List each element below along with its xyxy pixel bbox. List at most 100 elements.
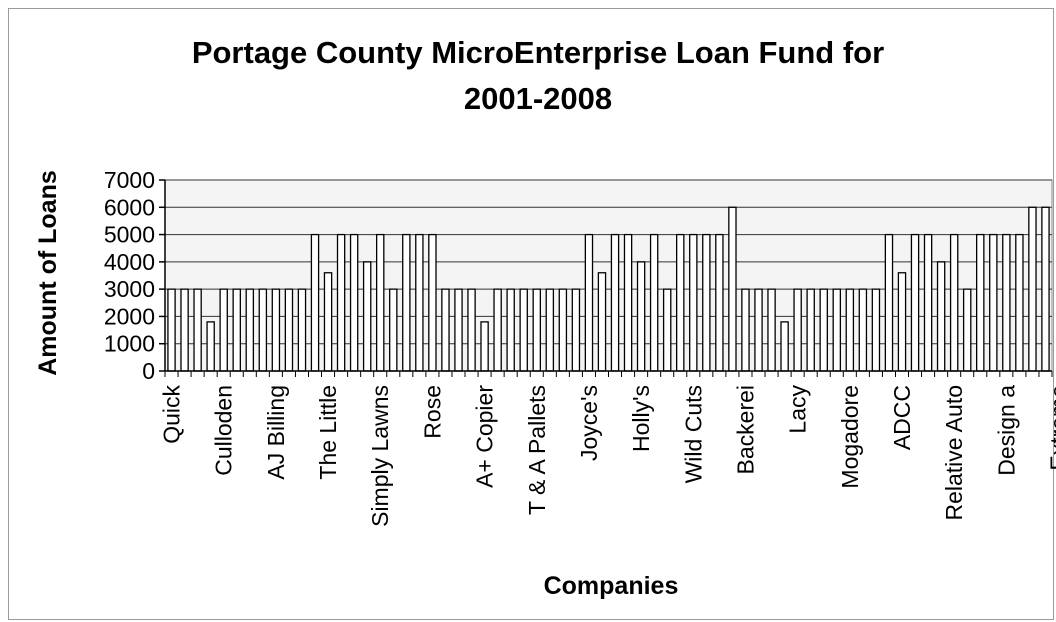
bar	[258, 288, 268, 372]
y-tick-label: 6000	[104, 194, 155, 220]
bar	[167, 288, 176, 372]
x-axis-title: Companies	[544, 572, 679, 600]
bar	[845, 288, 855, 372]
chart-title: Portage County MicroEnterprise Loan Fund…	[0, 30, 1056, 122]
x-tick-label: T & A Pallets	[524, 385, 550, 515]
x-tick-label: Mogadore	[837, 385, 863, 489]
bar	[467, 288, 476, 372]
bar	[728, 206, 737, 372]
y-tick-label: 4000	[104, 249, 155, 275]
y-tick-label: 5000	[104, 222, 155, 248]
bar	[245, 288, 255, 372]
bar	[780, 321, 789, 372]
bar	[415, 233, 424, 372]
bar	[623, 233, 633, 372]
bar	[897, 272, 907, 372]
bar	[310, 233, 320, 372]
x-tick-label: Wild Cuts	[680, 385, 706, 483]
bar	[767, 288, 776, 372]
bar	[832, 288, 842, 372]
bar	[910, 233, 920, 372]
x-tick-label: Simply Lawns	[367, 385, 393, 527]
bar	[806, 288, 815, 372]
bar	[1015, 233, 1024, 372]
bar	[871, 288, 881, 372]
bar	[375, 233, 385, 372]
bar	[558, 288, 568, 372]
bar	[597, 272, 607, 372]
x-tick-label: Backerei	[732, 385, 758, 474]
x-tick-label: ADCC	[889, 385, 915, 450]
bar	[649, 233, 659, 372]
bar	[884, 233, 894, 372]
bar	[949, 233, 959, 372]
x-tick-labels: Quick Culloden AJ Billing The Little Simply …	[159, 385, 1056, 527]
x-tick-label: Culloden	[211, 385, 237, 476]
chart-title-line-1: Portage County MicroEnterprise Loan Fund…	[191, 35, 885, 70]
bar	[454, 288, 463, 372]
bar	[858, 288, 868, 372]
bar	[506, 288, 515, 372]
bar	[1002, 233, 1011, 372]
x-tick-label: Quick	[159, 385, 185, 444]
bar	[754, 288, 763, 372]
bar	[584, 233, 594, 372]
bar	[441, 288, 450, 372]
y-tick-label: 7000	[104, 167, 155, 193]
y-tick-label: 2000	[104, 303, 155, 329]
bar	[636, 261, 646, 372]
x-tick-label: A+ Copier	[472, 385, 498, 488]
bar	[297, 288, 307, 372]
bar	[362, 261, 372, 372]
y-tick-label: 1000	[104, 331, 155, 357]
y-tick-label: 3000	[104, 276, 155, 302]
bar	[819, 288, 828, 372]
bar	[271, 288, 281, 372]
x-tick-label: The Little	[315, 385, 341, 480]
bar	[493, 288, 502, 372]
x-tick-label: Lacy	[785, 385, 811, 434]
bar	[232, 288, 241, 372]
bar	[180, 288, 189, 372]
bar	[532, 288, 541, 372]
axes	[159, 179, 1053, 377]
y-tick-label: 0	[142, 358, 155, 384]
bar	[284, 288, 294, 372]
bar	[480, 321, 489, 372]
bar	[571, 288, 581, 372]
bar	[519, 288, 528, 372]
bar	[702, 233, 711, 372]
bar	[989, 233, 998, 372]
chart-title-line-2: 2001-2008	[463, 81, 613, 116]
bar	[962, 288, 972, 372]
bar	[389, 288, 398, 372]
bar	[676, 233, 685, 372]
x-tick-label: Rose	[419, 385, 445, 439]
bar	[976, 233, 985, 372]
y-axis-title: Amount of Loans	[34, 170, 62, 376]
bar	[402, 233, 411, 372]
bar	[793, 288, 802, 372]
bar	[662, 288, 672, 372]
bar	[323, 272, 333, 372]
bar	[206, 321, 215, 372]
bar	[689, 233, 698, 372]
bar	[336, 233, 346, 372]
bar	[923, 233, 933, 372]
x-tick-label: Holly's	[628, 385, 654, 452]
bar	[936, 261, 946, 372]
x-tick-label: Relative Auto	[941, 385, 967, 521]
bar	[1041, 206, 1050, 372]
bar	[1028, 206, 1037, 372]
bar	[715, 233, 724, 372]
bar	[219, 288, 228, 372]
bar	[610, 233, 620, 372]
x-tick-label: AJ Billing	[263, 385, 289, 480]
bar	[428, 233, 437, 372]
bar	[545, 288, 555, 372]
bar	[741, 288, 750, 372]
x-tick-label: Extreme	[1046, 385, 1056, 471]
bar	[193, 288, 202, 372]
